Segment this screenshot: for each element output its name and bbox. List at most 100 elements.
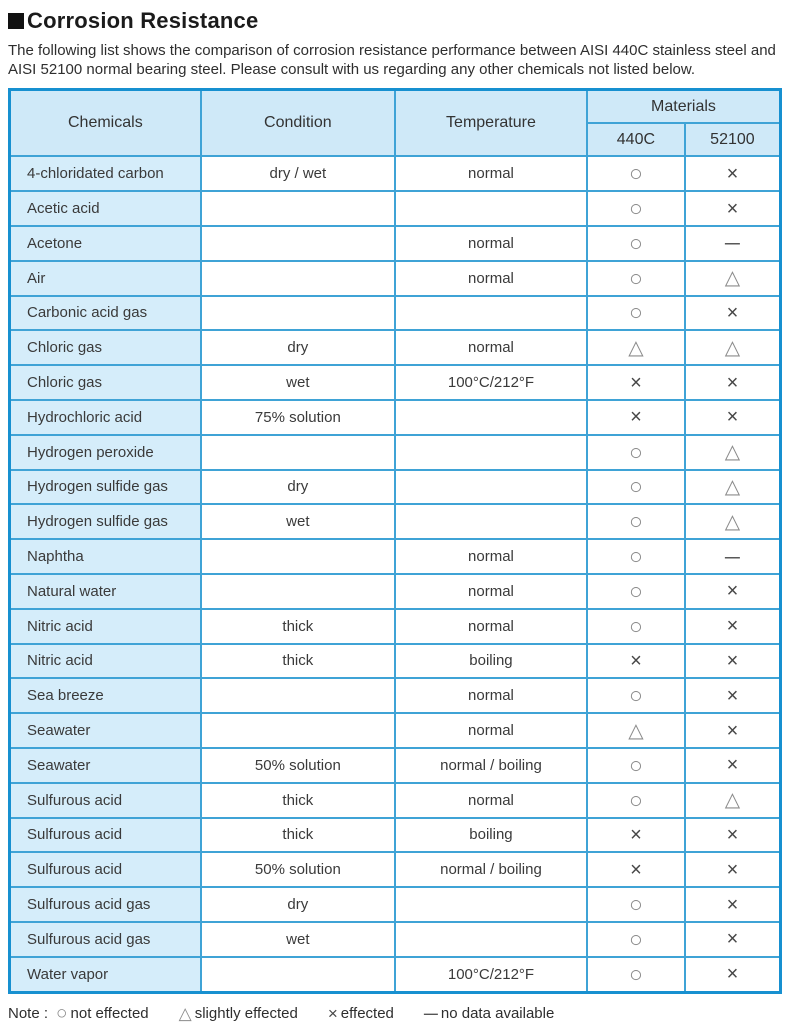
cell-52100: △: [683, 503, 782, 541]
cell-52100: △: [683, 468, 782, 506]
table-row: Acetone normal ○ —: [8, 224, 782, 262]
circle-symbol-icon: ○: [628, 508, 643, 535]
table-header: Chemicals Condition Temperature Material…: [8, 88, 782, 158]
cell-440c: ○: [585, 886, 686, 923]
cell-440c: ×: [585, 816, 686, 854]
table-row: Air normal ○ △: [8, 259, 782, 297]
cross-symbol-icon: ×: [630, 823, 642, 846]
cell-chemical: Naphtha: [8, 538, 202, 575]
cross-symbol-icon: ×: [726, 754, 739, 777]
cell-440c: △: [585, 712, 686, 749]
table-row: Nitric acid thick normal ○ ×: [8, 607, 782, 645]
cell-52100: ×: [683, 642, 782, 680]
cell-440c: ○: [585, 677, 686, 715]
cell-condition: 50% solution: [199, 746, 396, 784]
table-row: Sulfurous acid thick normal ○ △: [8, 781, 782, 819]
cell-52100: ×: [683, 190, 782, 227]
cell-temperature: [393, 433, 588, 471]
cell-condition: 50% solution: [199, 851, 396, 889]
circle-symbol-icon: ○: [628, 960, 643, 987]
circle-symbol-icon: ○: [628, 438, 643, 465]
cell-temperature: normal: [393, 538, 588, 575]
cell-52100: △: [683, 781, 782, 819]
cell-temperature: normal: [393, 329, 588, 367]
cell-52100: △: [683, 433, 782, 471]
cell-chemical: Hydrochloric acid: [8, 398, 202, 436]
table-row: 4-chloridated carbon dry / wet normal ○ ×: [8, 155, 782, 193]
cell-440c: ○: [585, 294, 686, 332]
cross-symbol-icon: ×: [726, 406, 739, 429]
triangle-symbol-icon: △: [724, 475, 741, 498]
note-label: Note :: [8, 1004, 49, 1022]
table-row: Hydrogen sulfide gas dry ○ △: [8, 468, 782, 506]
cell-chemical: Seawater: [8, 746, 202, 784]
cell-condition: dry / wet: [199, 155, 396, 193]
cell-chemical: Hydrogen sulfide gas: [8, 503, 202, 541]
cell-52100: —: [683, 538, 782, 575]
cell-chemical: Hydrogen sulfide gas: [8, 468, 202, 506]
triangle-symbol-icon: △: [724, 441, 741, 464]
cell-440c: ○: [585, 190, 686, 227]
table-row: Sulfurous acid gas dry ○ ×: [8, 886, 782, 923]
cell-temperature: 100°C/212°F: [393, 364, 588, 401]
note: Note : ○ not effected △ slightly effected × e…: [8, 1004, 782, 1023]
page-title-text: Corrosion Resistance: [27, 8, 259, 33]
cell-temperature: [393, 886, 588, 923]
circle-symbol-icon: ○: [628, 160, 643, 187]
cell-440c: ○: [585, 468, 686, 506]
cell-52100: ×: [683, 712, 782, 749]
cell-temperature: normal: [393, 677, 588, 715]
cell-chemical: Nitric acid: [8, 642, 202, 680]
note-item: ○ not effected: [56, 1004, 149, 1023]
cell-52100: —: [683, 224, 782, 262]
dash-symbol-icon: —: [423, 1005, 438, 1021]
cell-52100: △: [683, 329, 782, 367]
cell-52100: ×: [683, 677, 782, 715]
cell-condition: [199, 572, 396, 610]
cell-440c: ×: [585, 642, 686, 680]
table-row: Sea breeze normal ○ ×: [8, 677, 782, 715]
cell-chemical: Natural water: [8, 572, 202, 610]
page-title: Corrosion Resistance: [8, 8, 782, 34]
cell-440c: ○: [585, 503, 686, 541]
cross-symbol-icon: ×: [630, 371, 642, 394]
cell-52100: ×: [683, 851, 782, 889]
cell-chemical: Sulfurous acid gas: [8, 920, 202, 958]
table-row: Hydrogen peroxide ○ △: [8, 433, 782, 471]
dash-symbol-icon: —: [724, 548, 740, 566]
cell-440c: ○: [585, 538, 686, 575]
cell-condition: [199, 259, 396, 297]
cell-440c: ×: [585, 851, 686, 889]
cell-condition: [199, 677, 396, 715]
note-items: ○ not effected △ slightly effected × effected…: [56, 1004, 584, 1023]
triangle-symbol-icon: △: [724, 336, 741, 359]
header-52100: 52100: [683, 122, 782, 158]
cell-440c: ×: [585, 364, 686, 401]
cell-440c: ○: [585, 607, 686, 645]
cell-440c: ○: [585, 155, 686, 193]
circle-symbol-icon: ○: [628, 612, 643, 639]
circle-symbol-icon: ○: [628, 229, 643, 256]
cell-52100: ×: [683, 607, 782, 645]
triangle-symbol-icon: △: [628, 719, 644, 742]
triangle-symbol-icon: △: [724, 267, 741, 290]
cell-440c: ○: [585, 746, 686, 784]
triangle-symbol-icon: △: [724, 789, 741, 812]
cell-440c: ○: [585, 955, 686, 994]
cell-chemical: Acetic acid: [8, 190, 202, 227]
table-body: 4-chloridated carbon dry / wet normal ○ × Ace…: [8, 155, 782, 994]
table-row: Hydrochloric acid 75% solution × ×: [8, 398, 782, 436]
circle-symbol-icon: ○: [628, 925, 643, 952]
cross-symbol-icon: ×: [327, 1003, 338, 1023]
circle-symbol-icon: ○: [628, 264, 643, 291]
intro-paragraph: The following list shows the comparison …: [8, 42, 776, 79]
cross-symbol-icon: ×: [726, 684, 739, 707]
cell-temperature: normal: [393, 572, 588, 610]
table-row: Naphtha normal ○ —: [8, 538, 782, 575]
title-square-icon: [8, 13, 24, 29]
cell-condition: wet: [199, 920, 396, 958]
cross-symbol-icon: ×: [726, 197, 739, 220]
cross-symbol-icon: ×: [726, 371, 739, 394]
note-item: △ slightly effected: [179, 1005, 298, 1022]
cell-440c: △: [585, 329, 686, 367]
